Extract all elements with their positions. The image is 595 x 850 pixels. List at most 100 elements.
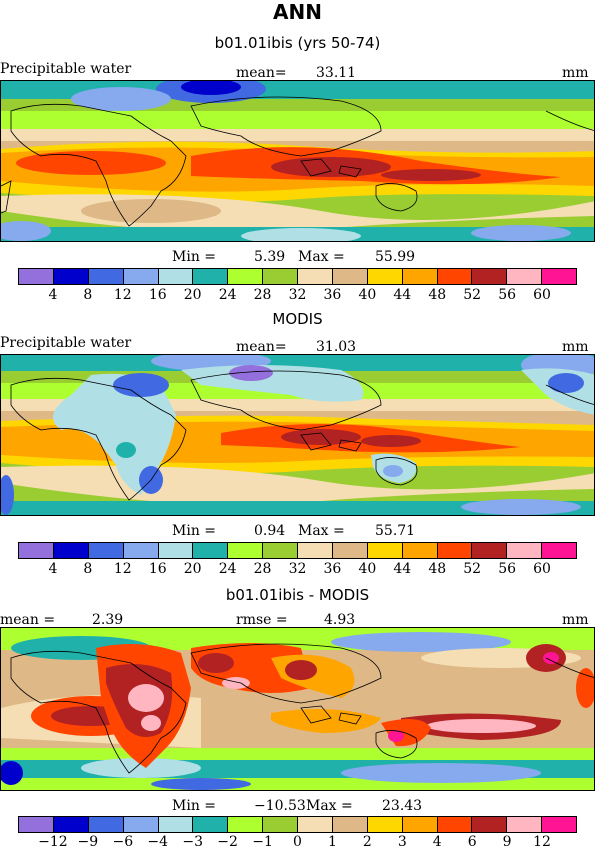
panel-2-colorbar	[18, 542, 577, 559]
colorbar-tick-label: 20	[183, 287, 202, 303]
colorbar-tick-label: −6	[112, 834, 134, 850]
colorbar-swatch	[263, 817, 298, 832]
panel-1-colorbar-ticks: 4 8 12 16 20 24 28 32 36 40 44 48 52 56 60	[18, 287, 577, 303]
colorbar-swatch	[542, 817, 576, 832]
panel-1-variable-label: Precipitable water	[0, 61, 132, 77]
colorbar-tick-label: 28	[253, 287, 272, 303]
colorbar-swatch	[542, 269, 576, 284]
colorbar-tick-label: 44	[393, 287, 412, 303]
panel-2-title: MODIS	[272, 310, 323, 328]
colorbar-tick-label: 2	[362, 834, 372, 850]
colorbar-swatch	[263, 269, 298, 284]
panel-2-variable-label: Precipitable water	[0, 335, 132, 351]
figure-title: ANN	[273, 0, 322, 24]
colorbar-swatch	[332, 543, 368, 558]
colorbar-tick-label: 36	[323, 287, 342, 303]
colorbar-swatch	[88, 269, 124, 284]
colorbar-tick-label: −3	[182, 834, 204, 850]
colorbar-swatch	[53, 817, 89, 832]
colorbar-swatch	[88, 543, 124, 558]
colorbar-swatch	[472, 269, 508, 284]
colorbar-swatch	[158, 817, 194, 832]
panel-3-colorbar-ticks: −12 −9 −6 −4 −3 −2 −1 0 1 2 3 4 6 9 12	[18, 834, 577, 850]
colorbar-tick-label: 12	[533, 834, 551, 850]
panel-3-min-label: Min =	[172, 798, 217, 814]
colorbar-tick-label: 4	[48, 287, 58, 303]
colorbar-swatch	[507, 817, 543, 832]
colorbar-swatch	[437, 543, 473, 558]
colorbar-tick-label: 40	[358, 287, 377, 303]
panel-1-max-label: Max =	[298, 249, 345, 265]
panel-3-mean-value: 2.39	[92, 612, 124, 628]
panel-2-map	[0, 354, 595, 516]
colorbar-tick-label: 8	[83, 287, 93, 303]
colorbar-tick-label: 0	[293, 834, 302, 850]
colorbar-tick-label: 20	[183, 561, 202, 577]
colorbar-tick-label: 9	[502, 834, 512, 850]
colorbar-tick-label: 16	[148, 561, 167, 577]
colorbar-swatch	[507, 543, 543, 558]
colorbar-swatch	[228, 817, 264, 832]
colorbar-tick-label: −4	[147, 834, 169, 850]
colorbar-tick-label: −9	[77, 834, 99, 850]
colorbar-tick-label: 52	[463, 287, 482, 303]
colorbar-swatch	[158, 543, 194, 558]
colorbar-tick-label: −1	[252, 834, 273, 850]
colorbar-tick-label: 16	[148, 287, 167, 303]
panel-1-mean-value: 33.11	[316, 65, 357, 81]
colorbar-tick-label: 24	[218, 561, 237, 577]
colorbar-tick-label: 48	[428, 561, 447, 577]
colorbar-swatch	[332, 269, 368, 284]
colorbar-swatch	[228, 269, 264, 284]
panel-3-mean-label: mean =	[0, 612, 56, 628]
colorbar-tick-label: 12	[113, 287, 132, 303]
colorbar-swatch	[193, 817, 229, 832]
panel-2-max-value: 55.71	[375, 523, 416, 539]
panel-3-title: b01.01ibis - MODIS	[225, 586, 370, 604]
colorbar-tick-label: 12	[113, 561, 132, 577]
colorbar-swatch	[472, 543, 508, 558]
panel-1-map-graphic	[1, 81, 594, 241]
colorbar-tick-label: −12	[38, 834, 68, 850]
colorbar-tick-label: 56	[498, 287, 517, 303]
colorbar-swatch	[402, 269, 438, 284]
colorbar-tick-label: 32	[288, 287, 307, 303]
colorbar-swatch	[123, 269, 159, 284]
panel-3-colorbar	[18, 816, 577, 833]
colorbar-swatch	[193, 269, 229, 284]
panel-2-mean-label: mean=	[236, 339, 287, 355]
colorbar-swatch	[158, 269, 194, 284]
colorbar-swatch	[437, 269, 473, 284]
panel-1-min-value: 5.39	[254, 249, 286, 265]
colorbar-tick-label: 24	[218, 287, 237, 303]
colorbar-tick-label: 56	[498, 561, 517, 577]
colorbar-swatch	[298, 543, 333, 558]
panel-2-min-value: 0.94	[254, 523, 286, 539]
colorbar-swatch	[402, 817, 438, 832]
colorbar-swatch	[263, 543, 298, 558]
colorbar-tick-label: 3	[397, 834, 407, 850]
colorbar-swatch	[542, 543, 576, 558]
colorbar-swatch	[19, 543, 54, 558]
colorbar-tick-label: 32	[288, 561, 307, 577]
colorbar-tick-label: 6	[467, 834, 477, 850]
panel-2-colorbar-ticks: 4 8 12 16 20 24 28 32 36 40 44 48 52 56 60	[18, 561, 577, 577]
panel-3-map	[0, 627, 595, 791]
colorbar-swatch	[298, 817, 333, 832]
colorbar-swatch	[193, 543, 229, 558]
colorbar-tick-label: 4	[432, 834, 442, 850]
colorbar-tick-label: 52	[463, 561, 482, 577]
panel-1-mean-label: mean=	[236, 65, 287, 81]
panel-1-colorbar	[18, 268, 577, 285]
colorbar-swatch	[19, 269, 54, 284]
colorbar-tick-label: 4	[48, 561, 58, 577]
colorbar-tick-label: 60	[533, 561, 551, 577]
colorbar-swatch	[88, 817, 124, 832]
panel-1-units: mm	[562, 65, 589, 81]
colorbar-tick-label: 60	[533, 287, 551, 303]
colorbar-tick-label: −2	[217, 834, 238, 850]
colorbar-tick-label: 48	[428, 287, 447, 303]
colorbar-swatch	[228, 543, 264, 558]
panel-2-min-label: Min =	[172, 523, 217, 539]
colorbar-swatch	[367, 543, 403, 558]
